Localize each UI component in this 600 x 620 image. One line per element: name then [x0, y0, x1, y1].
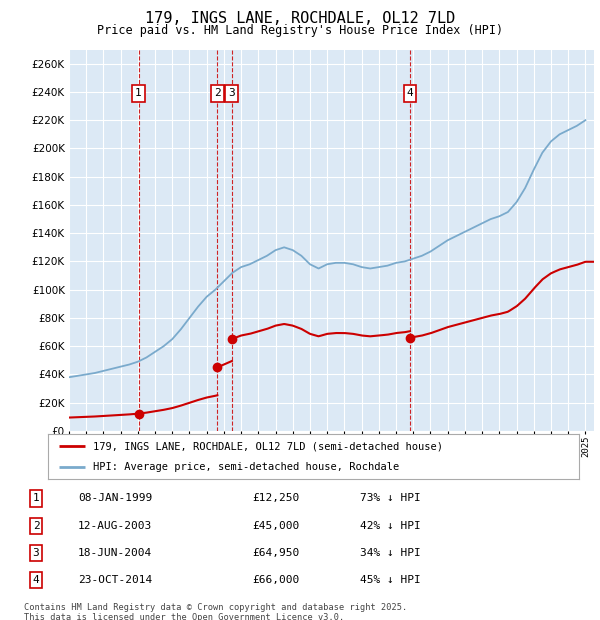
Text: 2: 2: [214, 89, 221, 99]
Text: 4: 4: [32, 575, 40, 585]
Text: £66,000: £66,000: [252, 575, 299, 585]
Text: 23-OCT-2014: 23-OCT-2014: [78, 575, 152, 585]
Text: Contains HM Land Registry data © Crown copyright and database right 2025.
This d: Contains HM Land Registry data © Crown c…: [24, 603, 407, 620]
Text: 2: 2: [32, 521, 40, 531]
Text: 3: 3: [229, 89, 235, 99]
Text: 1: 1: [32, 494, 40, 503]
Text: 4: 4: [407, 89, 413, 99]
Text: 42% ↓ HPI: 42% ↓ HPI: [360, 521, 421, 531]
Text: 1: 1: [135, 89, 142, 99]
Text: 45% ↓ HPI: 45% ↓ HPI: [360, 575, 421, 585]
Text: 34% ↓ HPI: 34% ↓ HPI: [360, 548, 421, 558]
Text: £12,250: £12,250: [252, 494, 299, 503]
Text: £64,950: £64,950: [252, 548, 299, 558]
Text: Price paid vs. HM Land Registry's House Price Index (HPI): Price paid vs. HM Land Registry's House …: [97, 24, 503, 37]
Text: 179, INGS LANE, ROCHDALE, OL12 7LD: 179, INGS LANE, ROCHDALE, OL12 7LD: [145, 11, 455, 25]
Text: 73% ↓ HPI: 73% ↓ HPI: [360, 494, 421, 503]
Text: 08-JAN-1999: 08-JAN-1999: [78, 494, 152, 503]
Text: 18-JUN-2004: 18-JUN-2004: [78, 548, 152, 558]
Text: 3: 3: [32, 548, 40, 558]
Text: 179, INGS LANE, ROCHDALE, OL12 7LD (semi-detached house): 179, INGS LANE, ROCHDALE, OL12 7LD (semi…: [93, 441, 443, 451]
Text: £45,000: £45,000: [252, 521, 299, 531]
Text: HPI: Average price, semi-detached house, Rochdale: HPI: Average price, semi-detached house,…: [93, 461, 400, 472]
Text: 12-AUG-2003: 12-AUG-2003: [78, 521, 152, 531]
